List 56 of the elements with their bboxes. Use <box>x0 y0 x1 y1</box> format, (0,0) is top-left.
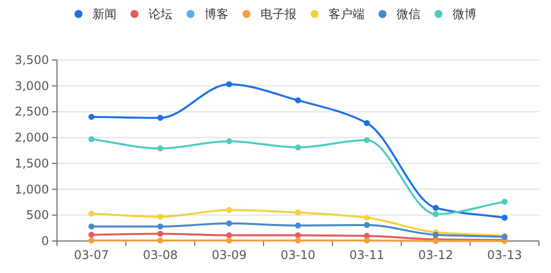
point <box>157 145 164 152</box>
point <box>432 204 439 211</box>
point <box>295 232 301 238</box>
legend-label: 论坛 <box>148 7 172 21</box>
y-tick-label: 1,500 <box>14 156 49 170</box>
point <box>157 230 164 237</box>
y-tick-label: 0 <box>41 234 49 248</box>
point <box>226 206 232 213</box>
point <box>364 214 370 221</box>
point <box>364 237 370 244</box>
legend-label: 微博 <box>452 7 476 21</box>
point <box>157 114 164 121</box>
point <box>364 137 370 144</box>
y-tick-label: 1,000 <box>14 182 49 196</box>
point <box>88 210 94 217</box>
x-tick-label: 03-12 <box>418 248 454 262</box>
point <box>157 224 164 230</box>
point <box>88 224 94 230</box>
x-tick-label: 03-08 <box>142 248 178 262</box>
point <box>432 232 439 238</box>
legend-label: 新闻 <box>92 7 116 21</box>
point <box>88 136 94 142</box>
point <box>157 237 164 244</box>
point <box>226 220 232 226</box>
y-tick-label: 2,000 <box>14 130 49 145</box>
y-tick-label: 500 <box>26 208 49 222</box>
point <box>88 232 94 238</box>
legend-label: 客户端 <box>328 7 364 21</box>
point <box>502 198 508 205</box>
point <box>88 114 94 120</box>
point <box>295 222 301 228</box>
point <box>364 120 370 126</box>
x-tick-label: 03-09 <box>212 248 247 262</box>
y-tick-label: 2,500 <box>14 104 49 119</box>
point <box>157 214 164 220</box>
point <box>295 144 301 150</box>
y-tick-label: 3,000 <box>14 78 49 93</box>
point <box>295 97 301 104</box>
point <box>226 81 232 88</box>
legend-label: 电子报 <box>260 7 296 21</box>
legend-label: 微信 <box>396 7 420 21</box>
point <box>226 232 232 238</box>
y-tick-label: 3,500 <box>14 53 49 67</box>
point <box>226 237 232 244</box>
x-tick-label: 03-07 <box>74 248 109 262</box>
x-tick-label: 03-11 <box>349 248 384 262</box>
point <box>432 211 439 218</box>
legend-label: 博客 <box>204 7 228 21</box>
point <box>226 138 232 144</box>
x-tick-label: 03-13 <box>487 248 522 262</box>
point <box>295 210 301 216</box>
point <box>364 222 370 228</box>
x-tick-label: 03-10 <box>280 248 316 262</box>
point <box>295 237 301 244</box>
point <box>502 214 508 221</box>
point <box>88 237 94 244</box>
